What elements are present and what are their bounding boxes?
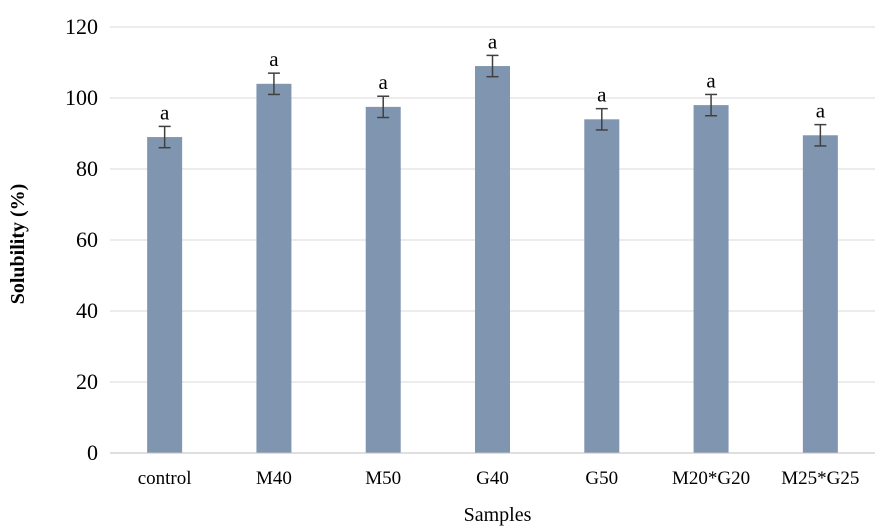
data-label-M50: a [379,70,389,94]
error-bar-control [158,125,171,149]
x-tick-label: M40 [256,468,292,489]
y-tick-label: 20 [76,369,98,394]
bar-G40 [475,66,510,454]
data-label-control: a [160,100,170,124]
y-tick-label: 80 [76,156,98,181]
bar-G50 [584,119,620,454]
x-tick-label: M20*G20 [672,468,750,489]
x-tick-label: G50 [585,468,618,489]
bar-M25*G25 [802,135,838,453]
x-tick-label: control [138,468,192,489]
bar-M40 [256,83,292,454]
bar-control [147,137,183,454]
x-tick-label: G40 [476,468,509,489]
x-axis-title: Samples [464,504,532,526]
error-bar-M20*G20 [705,93,718,117]
y-axis-title: Solubility (%) [7,184,29,305]
error-bar-G40 [486,54,499,78]
error-bar-M40 [267,72,280,96]
axes: 0 20 40 60 80 100 120 control M40 M50 G40 G50 M20*G2… [65,14,875,489]
data-label-M20*G20: a [706,68,716,92]
error-bar-G50 [595,107,608,131]
bar-M20*G20 [693,105,729,453]
bar-M50 [365,106,401,453]
data-label-M25*G25: a [816,99,826,123]
y-tick-label: 60 [76,227,98,252]
x-tick-label: M25*G25 [781,468,859,489]
error-bar-M25*G25 [814,123,827,147]
y-tick-label: 100 [65,85,98,110]
bars [147,66,838,454]
y-tick-label: 40 [76,298,98,323]
error-bar-M50 [377,95,390,119]
y-tick-label: 120 [65,14,98,39]
data-label-G50: a [597,83,607,107]
data-labels: a a a a a a a [160,29,826,124]
data-label-G40: a [488,29,498,53]
error-bars [158,54,827,149]
x-tick-label: M50 [365,468,401,489]
data-label-M40: a [269,47,279,71]
y-tick-label: 0 [87,440,98,465]
